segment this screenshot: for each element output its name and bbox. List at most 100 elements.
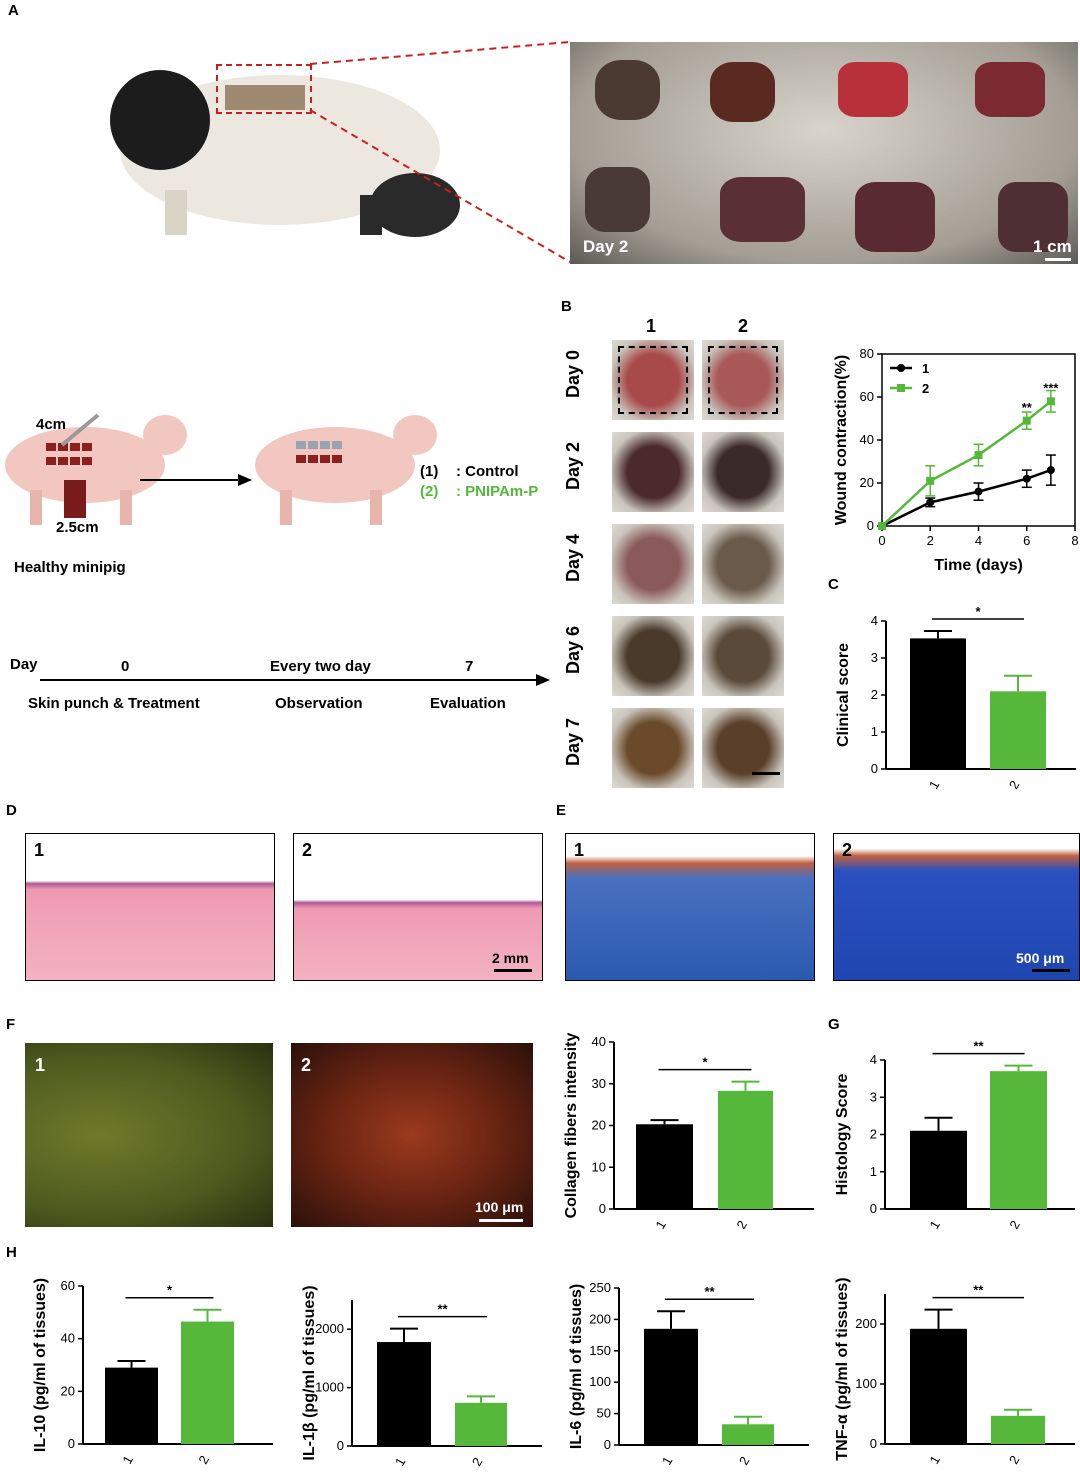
- he-stain-image-1: 1: [25, 833, 275, 981]
- x-tick-label: 1: [392, 1455, 409, 1469]
- y-axis-title: Clinical score: [835, 643, 852, 747]
- polarized-image-2-label: 2: [301, 1055, 312, 1075]
- masson-stain-image-1: 1: [565, 833, 815, 981]
- zoom-connector-lines: [309, 41, 571, 263]
- wound-photo-cell: [702, 524, 784, 604]
- bar: [455, 1402, 507, 1446]
- bar: [910, 638, 966, 769]
- data-point: [974, 451, 983, 460]
- bar: [718, 1090, 773, 1209]
- pig-leg: [360, 195, 382, 235]
- he-stain-image-2: 2 2 mm: [293, 833, 543, 981]
- data-point: [878, 522, 886, 530]
- panel-letter-b: B: [561, 298, 572, 315]
- y-tick-label: 2: [871, 687, 878, 702]
- x-tick-label: 4: [975, 533, 982, 548]
- y-tick-label: 40: [61, 1331, 75, 1346]
- significance-marker: **: [973, 1283, 984, 1298]
- y-tick-label: 100: [589, 1374, 611, 1389]
- process-arrow: [140, 474, 252, 486]
- y-tick-label: 1000: [315, 1380, 344, 1395]
- legend-marker: [897, 364, 905, 372]
- y-tick-label: 4: [870, 1052, 877, 1067]
- legend-label: 2: [922, 381, 929, 396]
- y-tick-label: 0: [604, 1437, 611, 1452]
- significance-marker: *: [975, 604, 981, 619]
- wound-spot: [975, 62, 1045, 117]
- significance-marker: **: [437, 1302, 448, 1317]
- x-tick-label: 1: [652, 1218, 669, 1232]
- panel-letter-e: E: [556, 802, 567, 819]
- y-tick-label: 2000: [315, 1321, 344, 1336]
- polarized-image-2: 2 100 μm: [291, 1043, 533, 1227]
- polarized-image-1-label: 1: [35, 1055, 46, 1075]
- wound-marks: [225, 85, 305, 110]
- y-tick-label: 100: [855, 1376, 877, 1391]
- wound-outline-box: [618, 346, 688, 414]
- significance-marker: ***: [1043, 381, 1059, 396]
- x-tick-label: 2: [733, 1218, 750, 1232]
- y-axis-title: Wound contraction(%): [833, 355, 850, 525]
- bar: [910, 1328, 967, 1444]
- photo-scale-label: 1 cm: [1033, 237, 1072, 256]
- he-scale-bar: [494, 969, 532, 972]
- photo-scale-bar: [1045, 258, 1071, 261]
- schematic-dimension-4cm: 4cm: [36, 416, 67, 433]
- data-point: [926, 476, 935, 485]
- y-axis-title: IL-1β (pg/ml of tissues): [301, 1285, 318, 1460]
- bar: [105, 1367, 158, 1444]
- y-tick-label: 20: [61, 1383, 75, 1398]
- y-tick-label: 30: [592, 1076, 606, 1091]
- masson-image-1-label: 1: [574, 840, 585, 860]
- bar: [636, 1124, 693, 1209]
- panel-letter-d: D: [6, 802, 17, 819]
- wound-spot: [585, 167, 650, 232]
- timeline-tick-7: 7: [465, 658, 474, 675]
- legend-label: 1: [922, 361, 929, 376]
- y-tick-label: 0: [870, 1201, 877, 1216]
- panel-letter-h: H: [6, 1244, 17, 1261]
- y-tick-label: 0: [870, 1436, 877, 1451]
- x-tick-label: 1: [119, 1453, 136, 1467]
- panel-letter-g: G: [828, 1016, 840, 1033]
- y-axis-title: Collagen fibers intensity: [563, 1032, 580, 1218]
- significance-marker: **: [1022, 400, 1033, 415]
- y-tick-label: 0: [871, 761, 878, 776]
- wound-spot: [710, 62, 775, 122]
- panel-letter-c: C: [828, 576, 839, 593]
- masson-scale-label: 500 μm: [1016, 950, 1065, 966]
- x-tick-label: 2: [1006, 1453, 1023, 1467]
- x-tick-label: 0: [878, 533, 885, 548]
- y-tick-label: 60: [61, 1278, 75, 1293]
- y-tick-label: 80: [860, 346, 874, 361]
- y-tick-label: 0: [599, 1201, 606, 1216]
- x-tick-label: 1: [659, 1454, 676, 1468]
- y-tick-label: 1: [870, 1164, 877, 1179]
- x-tick-label: 2: [469, 1455, 486, 1469]
- data-point: [1022, 416, 1031, 425]
- wound-photo-day2: Day 2 1 cm: [570, 42, 1078, 264]
- x-tick-label: 2: [1006, 778, 1023, 792]
- x-tick-label: 2: [927, 533, 934, 548]
- legend-control-text: : Control: [456, 463, 519, 480]
- wound-photo-cell: [702, 432, 784, 512]
- y-tick-label: 40: [860, 432, 874, 447]
- pig-photo-illustration: [110, 70, 460, 237]
- grid-scale-bar: [752, 772, 780, 775]
- timeline-arrow: [40, 674, 550, 686]
- y-tick-label: 150: [589, 1343, 611, 1358]
- wound-photo-cell: [612, 340, 694, 420]
- x-tick-label: 2: [1006, 1218, 1023, 1232]
- data-point: [1046, 397, 1055, 406]
- y-tick-label: 200: [589, 1311, 611, 1326]
- masson-stain-image-2: 2 500 μm: [833, 833, 1080, 981]
- pig-head: [370, 173, 460, 237]
- bar: [377, 1342, 431, 1446]
- y-tick-label: 0: [337, 1438, 344, 1453]
- masson-image-2-label: 2: [842, 840, 853, 860]
- panel-letter-f: F: [6, 1016, 16, 1033]
- he-image-1-label: 1: [34, 840, 45, 860]
- x-tick-label: 1: [926, 1218, 943, 1232]
- x-tick-label: 8: [1071, 533, 1078, 548]
